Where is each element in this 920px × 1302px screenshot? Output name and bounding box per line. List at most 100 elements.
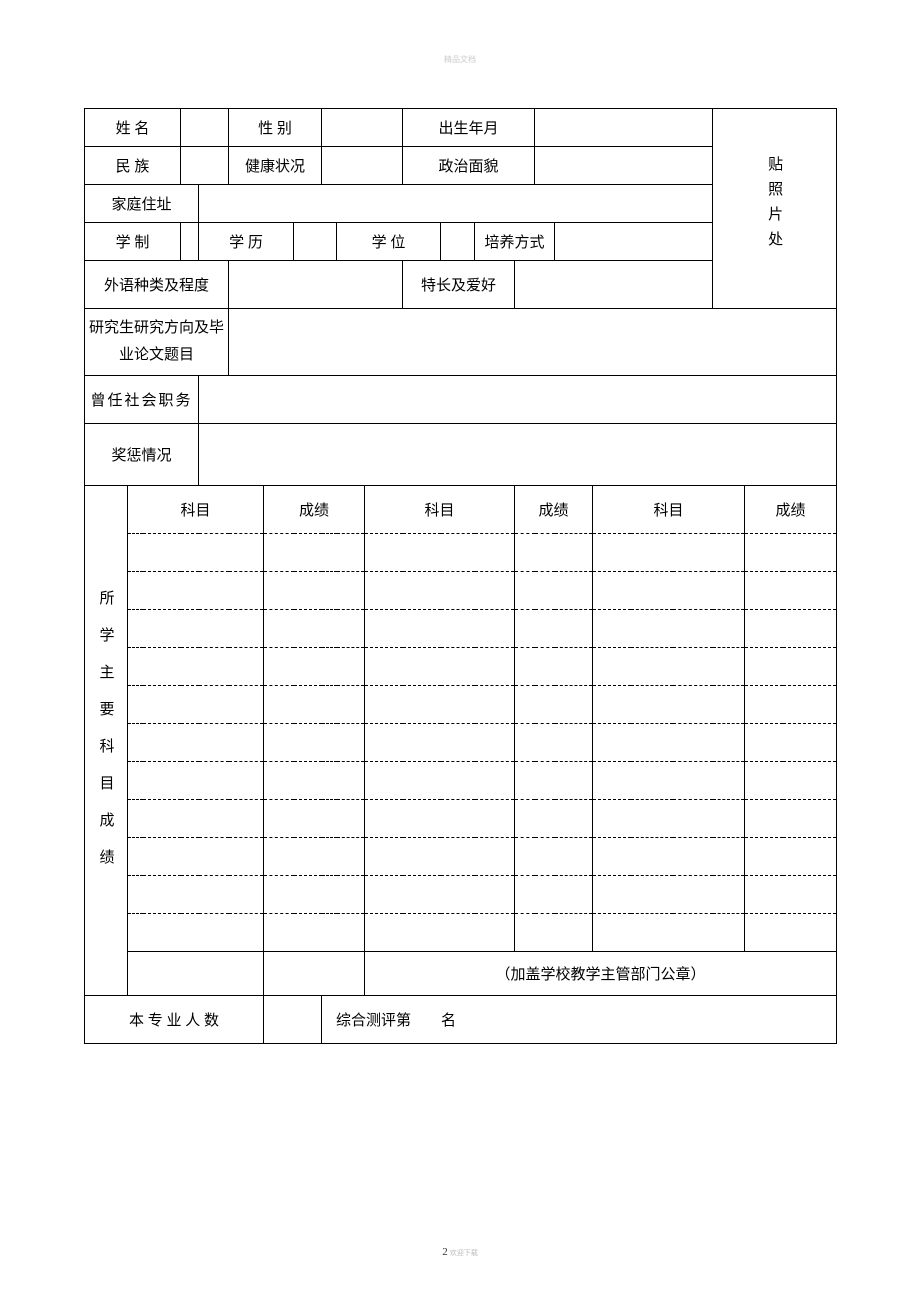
- cell-subject[interactable]: [365, 724, 515, 762]
- cell-subject[interactable]: [128, 648, 264, 686]
- cell-score[interactable]: [515, 648, 593, 686]
- cell-score[interactable]: [515, 800, 593, 838]
- cell-subject[interactable]: [128, 610, 264, 648]
- value-political[interactable]: [535, 147, 713, 185]
- cell-subject[interactable]: [128, 762, 264, 800]
- cell-score[interactable]: [264, 762, 365, 800]
- cell-subject[interactable]: [593, 914, 745, 952]
- value-health[interactable]: [322, 147, 403, 185]
- cell-score[interactable]: [264, 838, 365, 876]
- cell-subject[interactable]: [593, 800, 745, 838]
- value-name[interactable]: [181, 109, 229, 147]
- cell-subject[interactable]: [593, 534, 745, 572]
- cell-subject[interactable]: [593, 762, 745, 800]
- label-schooling: 学 制: [85, 223, 181, 261]
- cell-blank: [128, 952, 264, 996]
- cell-score[interactable]: [264, 724, 365, 762]
- cell-blank: [264, 952, 365, 996]
- cell-score[interactable]: [745, 724, 837, 762]
- cell-subject[interactable]: [365, 686, 515, 724]
- cell-subject[interactable]: [593, 572, 745, 610]
- cell-score[interactable]: [264, 648, 365, 686]
- value-ethnicity[interactable]: [181, 147, 229, 185]
- cell-score[interactable]: [515, 610, 593, 648]
- label-birth: 出生年月: [403, 109, 535, 147]
- value-foreign-lang[interactable]: [229, 261, 403, 309]
- label-photo: 贴照片处: [764, 156, 785, 256]
- header-score-1: 成绩: [264, 486, 365, 534]
- cell-score[interactable]: [515, 914, 593, 952]
- cell-subject[interactable]: [365, 914, 515, 952]
- label-education: 学 历: [199, 223, 294, 261]
- cell-subject[interactable]: [128, 838, 264, 876]
- cell-score[interactable]: [745, 914, 837, 952]
- cell-score[interactable]: [515, 876, 593, 914]
- value-birth[interactable]: [535, 109, 713, 147]
- cell-subject[interactable]: [593, 686, 745, 724]
- cell-subject[interactable]: [128, 572, 264, 610]
- cell-subject[interactable]: [365, 534, 515, 572]
- label-major-count: 本 专 业 人 数: [85, 996, 264, 1044]
- cell-score[interactable]: [264, 800, 365, 838]
- cell-score[interactable]: [264, 572, 365, 610]
- cell-subject[interactable]: [365, 876, 515, 914]
- cell-subject[interactable]: [365, 762, 515, 800]
- rank-prefix: 综合测评第: [336, 1013, 411, 1029]
- value-rewards[interactable]: [199, 424, 837, 486]
- stamp-note: （加盖学校教学主管部门公章）: [365, 952, 837, 996]
- footer-small: 欢迎下载: [450, 1249, 478, 1257]
- cell-score[interactable]: [745, 876, 837, 914]
- value-hobby[interactable]: [515, 261, 713, 309]
- cell-subject[interactable]: [128, 686, 264, 724]
- value-major-count[interactable]: [264, 996, 322, 1044]
- cell-subject[interactable]: [128, 914, 264, 952]
- value-gender[interactable]: [322, 109, 403, 147]
- cell-subject[interactable]: [365, 648, 515, 686]
- cell-subject[interactable]: [593, 724, 745, 762]
- label-research: 研究生研究方向及毕业论文题目: [85, 309, 229, 376]
- value-address[interactable]: [199, 185, 713, 223]
- cell-subject[interactable]: [593, 648, 745, 686]
- cell-score[interactable]: [745, 572, 837, 610]
- cell-score[interactable]: [745, 800, 837, 838]
- cell-subject[interactable]: [128, 534, 264, 572]
- cell-score[interactable]: [515, 686, 593, 724]
- cell-score[interactable]: [745, 762, 837, 800]
- cell-score[interactable]: [745, 838, 837, 876]
- cell-score[interactable]: [515, 572, 593, 610]
- cell-score[interactable]: [264, 686, 365, 724]
- cell-score[interactable]: [264, 914, 365, 952]
- cell-subject[interactable]: [128, 800, 264, 838]
- cell-score[interactable]: [515, 838, 593, 876]
- cell-subject[interactable]: [128, 876, 264, 914]
- cell-subject[interactable]: [365, 800, 515, 838]
- rank-cell[interactable]: 综合测评第 名: [322, 996, 837, 1044]
- cell-subject[interactable]: [593, 838, 745, 876]
- cell-score[interactable]: [745, 534, 837, 572]
- cell-subject[interactable]: [128, 724, 264, 762]
- value-social[interactable]: [199, 376, 837, 424]
- cell-score[interactable]: [264, 610, 365, 648]
- cell-score[interactable]: [264, 876, 365, 914]
- cell-score[interactable]: [264, 534, 365, 572]
- photo-placeholder: 贴照片处: [713, 109, 837, 309]
- registration-form: 姓 名 性 别 出生年月 贴照片处 民 族 健康状况 政治面貌 家庭住址 学 制…: [84, 108, 836, 1044]
- value-schooling[interactable]: [181, 223, 199, 261]
- value-research[interactable]: [229, 309, 837, 376]
- header-subject-1: 科目: [128, 486, 264, 534]
- label-hobby: 特长及爱好: [403, 261, 515, 309]
- cell-subject[interactable]: [593, 876, 745, 914]
- cell-subject[interactable]: [365, 610, 515, 648]
- value-training[interactable]: [555, 223, 713, 261]
- value-degree[interactable]: [441, 223, 475, 261]
- cell-score[interactable]: [745, 686, 837, 724]
- cell-score[interactable]: [515, 724, 593, 762]
- cell-score[interactable]: [745, 610, 837, 648]
- cell-subject[interactable]: [365, 572, 515, 610]
- cell-subject[interactable]: [365, 838, 515, 876]
- cell-score[interactable]: [515, 534, 593, 572]
- cell-score[interactable]: [745, 648, 837, 686]
- cell-score[interactable]: [515, 762, 593, 800]
- cell-subject[interactable]: [593, 610, 745, 648]
- value-education[interactable]: [294, 223, 337, 261]
